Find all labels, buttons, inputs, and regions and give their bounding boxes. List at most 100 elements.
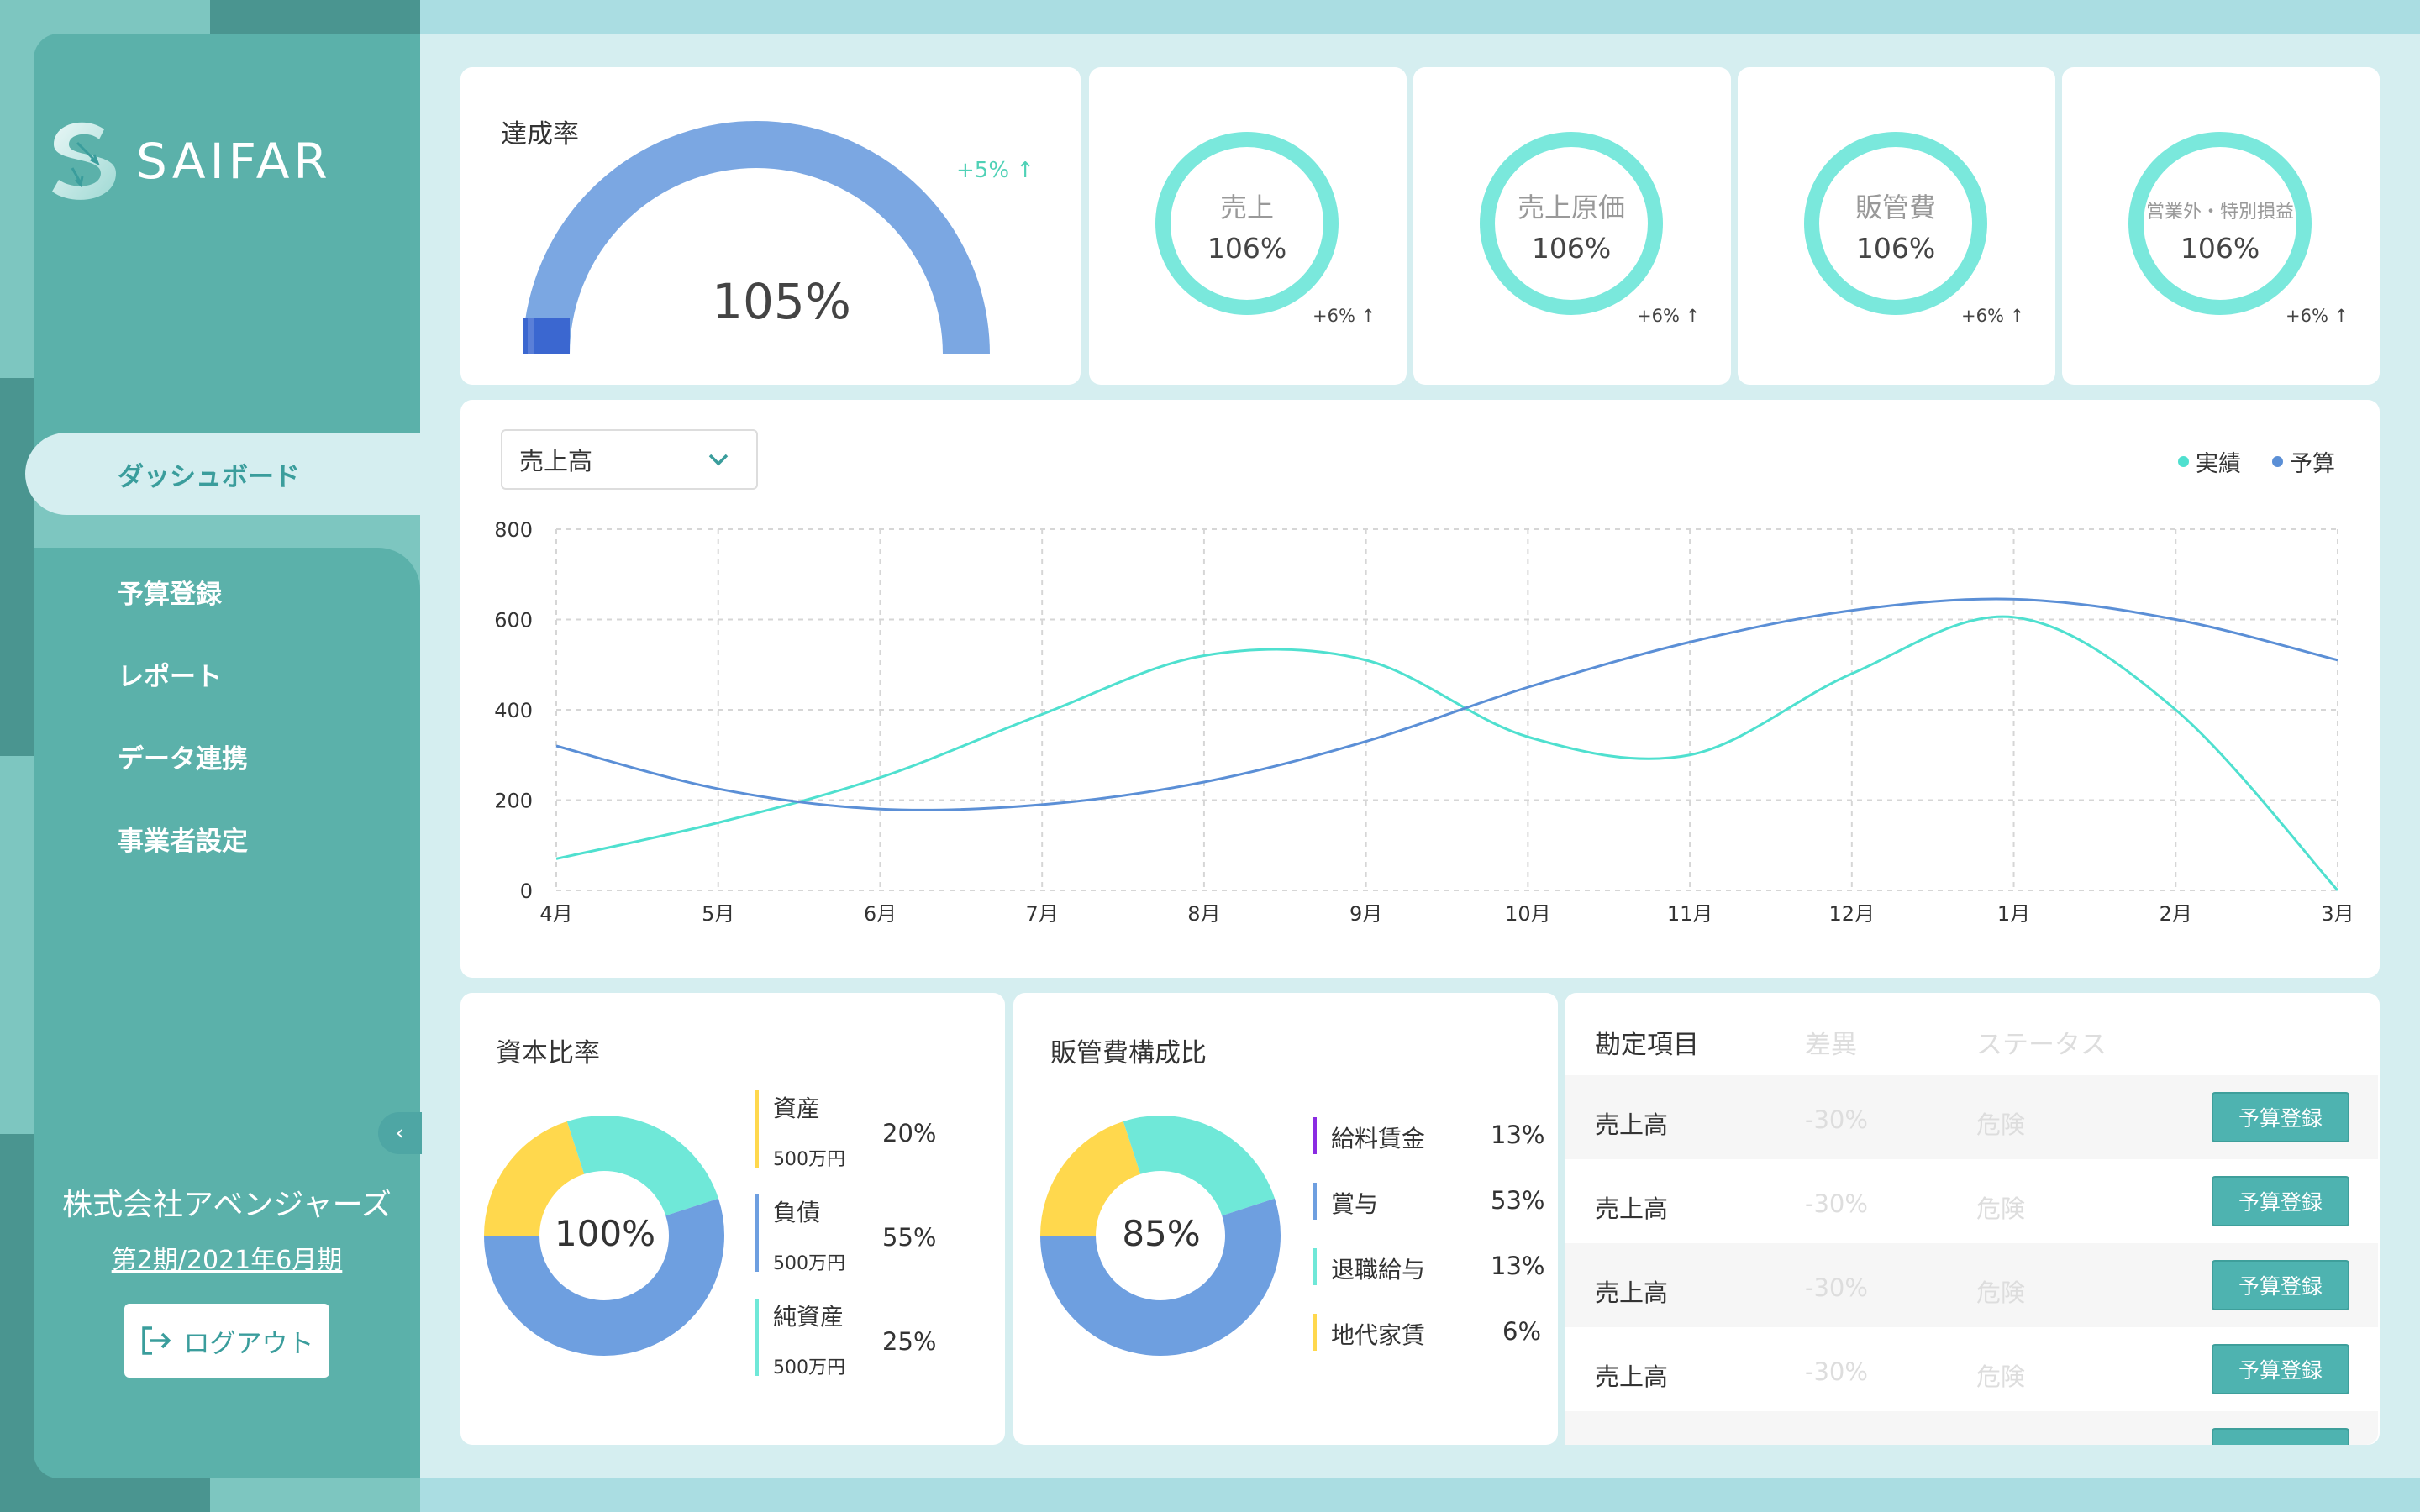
row-status: 危険 [1976, 1362, 2026, 1391]
x-tick-label: 7月 [1026, 902, 1059, 926]
capital-donut-center: 100% [554, 1213, 656, 1254]
col-header-account: 勘定項目 [1595, 1030, 1699, 1060]
row-account: 売上高 [1595, 1362, 1669, 1391]
saifar-logo-icon [52, 122, 116, 200]
brand-logo[interactable]: SAIFAR [44, 118, 332, 205]
table-row: 売上高 -30% 危険 予算登録 [1565, 1327, 2378, 1411]
account-select-value: 売上高 [519, 447, 593, 475]
kpi-ring-cogs [1480, 132, 1663, 315]
kpi-ring-sales [1155, 132, 1339, 315]
y-tick-label: 600 [494, 609, 533, 633]
x-tick-label: 5月 [702, 902, 734, 926]
sga-legend-rent-pct: 6% [1502, 1317, 1542, 1346]
account-select[interactable]: 売上高 [501, 429, 758, 490]
kpi-card-nonop [2062, 67, 2380, 385]
capital-legend-assets: 資産 [773, 1095, 821, 1122]
capital-slice [566, 1116, 718, 1217]
capital-legend-equity-amount: 500万円 [773, 1357, 845, 1378]
chevron-left-icon: ‹ [395, 1121, 405, 1146]
budget-register-button[interactable]: 予算登録 [2212, 1176, 2349, 1226]
x-tick-label: 1月 [1997, 902, 2030, 926]
row-diff: -30% [1805, 1273, 1868, 1302]
sga-slice [1040, 1121, 1142, 1237]
kpi-label-cogs: 売上原価 [1517, 192, 1625, 223]
sga-legend-salary-pct: 13% [1491, 1121, 1545, 1149]
logout-button[interactable]: ログアウト [124, 1304, 329, 1378]
sidebar-item-report[interactable]: レポート [118, 662, 222, 692]
legend-budget-label: 予算 [2290, 451, 2335, 477]
col-header-diff: 差異 [1805, 1030, 1857, 1060]
achievement-value: 105% [712, 273, 851, 330]
capital-slice [484, 1198, 724, 1356]
trend-chart-card [460, 400, 2380, 978]
achievement-title: 達成率 [501, 119, 579, 150]
kpi-change-sales: +6% ↑ [1313, 306, 1376, 326]
capital-legend-assets-amount: 500万円 [773, 1149, 845, 1170]
x-tick-label: 12月 [1829, 902, 1876, 926]
kpi-card-sga [1738, 67, 2055, 385]
x-tick-label: 3月 [2321, 902, 2354, 926]
x-tick-label: 9月 [1349, 902, 1382, 926]
table-row: 売上高 -30% 危険 予算登録 [1565, 1243, 2378, 1327]
sga-composition-title: 販管費構成比 [1050, 1038, 1207, 1068]
capital-donut-chart [484, 1116, 724, 1356]
capital-ratio-title: 資本比率 [496, 1038, 600, 1068]
company-name: 株式会社アベンジャーズ [62, 1188, 392, 1222]
kpi-value-cogs: 106% [1531, 232, 1612, 265]
capital-legend-assets-pct: 20% [882, 1119, 937, 1147]
capital-legend-equity-pct: 25% [882, 1327, 937, 1356]
trend-line-chart: 0 200 400 600 800 4月 5月 6月 7月 8月 9月 10月 11月 12月 1月 2月 3月 [494, 518, 2354, 926]
achievement-change: +5% ↑ [956, 158, 1035, 183]
budget-register-button-partial[interactable] [2212, 1428, 2349, 1445]
sga-slice [1123, 1116, 1275, 1217]
row-diff: -30% [1805, 1357, 1868, 1386]
capital-legend-liabilities-amount: 500万円 [773, 1253, 845, 1274]
x-tick-label: 6月 [864, 902, 897, 926]
chart-grid [555, 528, 2338, 891]
chevron-down-icon [708, 454, 729, 466]
legend-budget: 予算 [2272, 445, 2335, 478]
sga-donut-chart [1040, 1116, 1281, 1356]
sidebar-item-settings[interactable]: 事業者設定 [118, 827, 248, 857]
y-tick-label: 200 [494, 790, 533, 813]
sidebar-item-dashboard[interactable]: ダッシュボード [25, 433, 420, 515]
sidebar-item-data-link[interactable]: データ連携 [118, 744, 248, 774]
table-row-partial [1565, 1411, 2378, 1445]
row-account: 売上高 [1595, 1194, 1669, 1223]
x-tick-label: 4月 [539, 902, 572, 926]
sga-legend-bar-salary [1313, 1117, 1317, 1154]
sga-legend-bar-rent [1313, 1314, 1317, 1351]
sidebar-item-budget[interactable]: 予算登録 [118, 580, 222, 610]
sga-legend-bar-bonus [1313, 1183, 1317, 1220]
sga-composition-card [1013, 993, 1558, 1445]
achievement-gauge [523, 121, 990, 355]
col-header-status: ステータス [1976, 1030, 2107, 1060]
legend-dot-actual [2178, 456, 2189, 467]
sidebar-collapse-button[interactable]: ‹ [378, 1112, 422, 1154]
x-tick-label: 2月 [2160, 902, 2192, 926]
fiscal-period-link[interactable]: 第2期/2021年6月期 [111, 1246, 343, 1275]
row-diff: -30% [1805, 1189, 1868, 1218]
series-line-actual [555, 615, 2339, 892]
kpi-label-nonop: 営業外・特別損益 [2145, 202, 2294, 223]
budget-register-button[interactable]: 予算登録 [2212, 1344, 2349, 1394]
kpi-label-sga: 販管費 [1854, 192, 1936, 223]
sga-slice [1040, 1198, 1281, 1356]
budget-register-button[interactable]: 予算登録 [2212, 1260, 2349, 1310]
capital-slice [484, 1121, 586, 1237]
kpi-ring-sga [1804, 132, 1987, 315]
logout-label: ログアウト [183, 1328, 314, 1359]
logout-icon [141, 1326, 171, 1355]
row-account: 売上高 [1595, 1278, 1669, 1307]
capital-legend-bar-equity [755, 1299, 759, 1376]
capital-legend-bar-liabilities [755, 1194, 759, 1272]
table-row: 売上高 -30% 危険 予算登録 [1565, 1159, 2378, 1243]
kpi-value-nonop: 106% [2180, 232, 2260, 265]
budget-register-button[interactable]: 予算登録 [2212, 1092, 2349, 1142]
capital-legend-bar-assets [755, 1090, 759, 1168]
x-tick-label: 10月 [1505, 902, 1551, 926]
legend-actual-label: 実績 [2196, 451, 2241, 477]
legend-actual: 実績 [2178, 445, 2241, 478]
brand-name: SAIFAR [136, 133, 332, 190]
y-tick-label: 400 [494, 699, 533, 722]
